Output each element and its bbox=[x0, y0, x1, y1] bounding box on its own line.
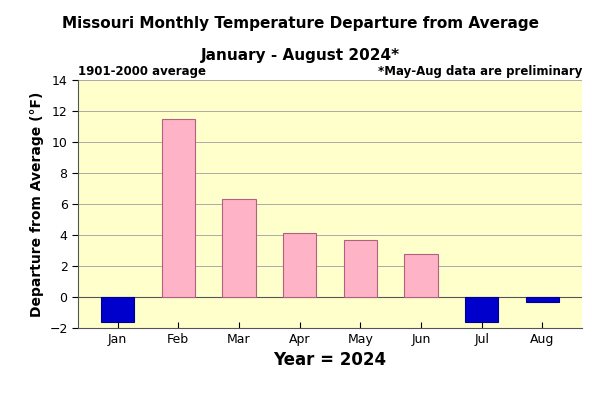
Bar bbox=[526, 297, 559, 302]
Bar bbox=[101, 297, 134, 322]
Bar bbox=[161, 119, 195, 297]
X-axis label: Year = 2024: Year = 2024 bbox=[274, 352, 386, 370]
Text: January - August 2024*: January - August 2024* bbox=[200, 48, 400, 63]
Y-axis label: Departure from Average (°F): Departure from Average (°F) bbox=[29, 91, 44, 317]
Text: Missouri Monthly Temperature Departure from Average: Missouri Monthly Temperature Departure f… bbox=[62, 16, 539, 31]
Bar bbox=[404, 254, 438, 297]
Bar bbox=[344, 240, 377, 297]
Bar bbox=[222, 199, 256, 297]
Bar bbox=[283, 234, 316, 297]
Text: *May-Aug data are preliminary: *May-Aug data are preliminary bbox=[377, 64, 582, 78]
Bar bbox=[465, 297, 499, 322]
Text: 1901-2000 average: 1901-2000 average bbox=[78, 64, 206, 78]
